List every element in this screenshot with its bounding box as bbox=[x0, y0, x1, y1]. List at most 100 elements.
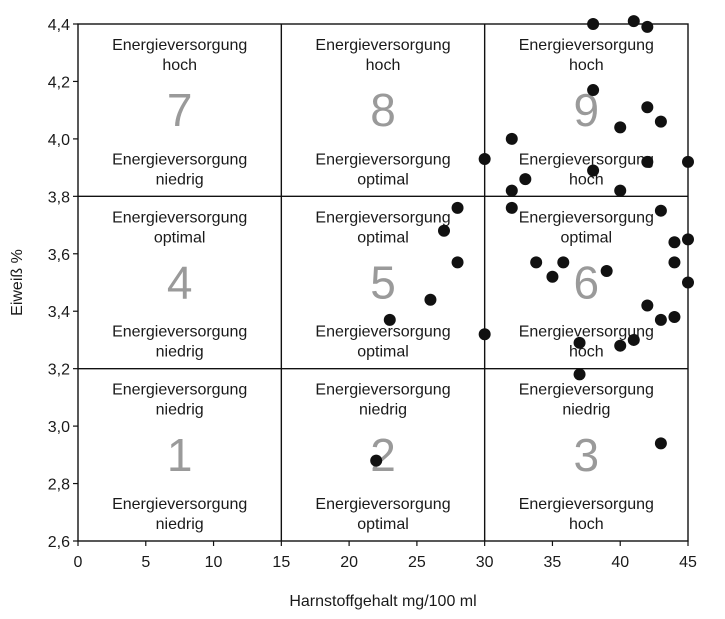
cell-6: Energieversorgung optimal 6 Energieversorgu… bbox=[519, 209, 654, 360]
cell-top-label: Energieversorgung bbox=[112, 37, 247, 54]
cell-top-label: Energieversorgung bbox=[112, 382, 247, 399]
cell-2: Energieversorgung niedrig 2 Energieversorgu… bbox=[315, 382, 450, 533]
data-point bbox=[641, 20, 654, 33]
cell-7: Energieversorgung hoch 7 Energieversorgung n… bbox=[112, 37, 247, 188]
cell-bottom-label: niedrig bbox=[156, 171, 204, 188]
data-point bbox=[641, 299, 654, 312]
data-point bbox=[682, 155, 694, 168]
data-point bbox=[424, 293, 437, 306]
cell-top-label: Energieversorgung bbox=[519, 382, 654, 399]
data-point bbox=[587, 84, 600, 97]
x-tick-label: 15 bbox=[272, 554, 290, 571]
data-point bbox=[370, 454, 383, 467]
data-point bbox=[587, 18, 600, 30]
cell-bottom-label: hoch bbox=[569, 171, 604, 188]
x-tick-label: 20 bbox=[340, 554, 358, 571]
y-tick-label: 3,8 bbox=[48, 189, 70, 206]
cell-8: Energieversorgung hoch 8 Energieversorgung o… bbox=[315, 37, 450, 188]
data-point bbox=[641, 101, 654, 114]
cell-number: 5 bbox=[370, 257, 396, 309]
data-point bbox=[587, 164, 600, 177]
data-point bbox=[600, 265, 613, 278]
cell-9: Energieversorgunghoch9Energieversorgungh… bbox=[519, 37, 654, 188]
cell-number: 6 bbox=[574, 257, 600, 309]
cell-top-label: Energieversorgung bbox=[112, 209, 247, 226]
y-tick-label: 2,6 bbox=[48, 534, 70, 551]
data-point bbox=[682, 233, 694, 246]
data-point bbox=[641, 155, 654, 168]
data-point bbox=[530, 256, 543, 269]
cell-bottom-label: Energieversorgung bbox=[519, 151, 654, 168]
cell-top-label: niedrig bbox=[156, 402, 204, 419]
data-point bbox=[668, 236, 681, 249]
cell-bottom-label: Energieversorgung bbox=[112, 151, 247, 168]
cell-5: Energieversorgung optimal 5 Energieversorgu… bbox=[315, 209, 450, 360]
data-point bbox=[614, 121, 627, 134]
x-tick-label: 40 bbox=[611, 554, 629, 571]
data-point bbox=[573, 368, 586, 381]
x-tick-label: 35 bbox=[544, 554, 562, 571]
data-point bbox=[682, 276, 694, 289]
x-tick-label: 25 bbox=[408, 554, 426, 571]
data-point bbox=[557, 256, 570, 269]
data-point bbox=[627, 15, 640, 28]
cell-top-label: hoch bbox=[569, 57, 604, 74]
cell-bottom-label: niedrig bbox=[156, 344, 204, 361]
quadrant-cells: Energieversorgung niedrig 1 Energieversorgu… bbox=[112, 37, 654, 533]
cell-bottom-label: Energieversorgung bbox=[315, 324, 450, 341]
data-point bbox=[627, 333, 640, 346]
cell-bottom-label: hoch bbox=[569, 344, 604, 361]
y-tick-label: 3,4 bbox=[48, 304, 70, 321]
cell-top-label: niedrig bbox=[359, 402, 407, 419]
data-point bbox=[614, 339, 627, 352]
data-point bbox=[668, 256, 681, 269]
data-point bbox=[573, 336, 586, 349]
cell-number: 3 bbox=[574, 429, 600, 481]
cell-bottom-label: optimal bbox=[357, 516, 409, 533]
x-tick-label: 30 bbox=[476, 554, 494, 571]
x-tick-label: 5 bbox=[141, 554, 150, 571]
data-point bbox=[519, 173, 532, 186]
cell-top-label: Energieversorgung bbox=[315, 37, 450, 54]
cell-bottom-label: Energieversorgung bbox=[315, 496, 450, 513]
cell-number: 8 bbox=[370, 84, 396, 136]
data-point bbox=[451, 201, 464, 214]
cell-bottom-label: optimal bbox=[357, 171, 409, 188]
cell-bottom-label: Energieversorgung bbox=[315, 151, 450, 168]
data-point bbox=[478, 152, 491, 165]
x-tick-label: 10 bbox=[205, 554, 223, 571]
data-point bbox=[505, 184, 518, 197]
y-tick-label: 3,0 bbox=[48, 419, 70, 436]
cell-top-label: niedrig bbox=[562, 402, 610, 419]
cell-bottom-label: Energieversorgung bbox=[112, 496, 247, 513]
cell-number: 4 bbox=[167, 257, 193, 309]
cell-top-label: Energieversorgung bbox=[519, 209, 654, 226]
data-point bbox=[438, 224, 450, 237]
data-points bbox=[370, 15, 694, 467]
data-point bbox=[505, 132, 518, 145]
data-point bbox=[654, 437, 667, 450]
y-tick-label: 4,0 bbox=[48, 132, 70, 149]
y-tick-label: 4,4 bbox=[48, 17, 70, 34]
data-point bbox=[654, 115, 667, 128]
cell-bottom-label: Energieversorgung bbox=[112, 324, 247, 341]
cell-number: 2 bbox=[370, 429, 396, 481]
x-axis-title: Harnstoffgehalt mg/100 ml bbox=[289, 593, 476, 610]
cell-top-label: hoch bbox=[366, 57, 401, 74]
cell-bottom-label: niedrig bbox=[156, 516, 204, 533]
cell-number: 1 bbox=[167, 429, 193, 481]
data-point bbox=[654, 313, 667, 326]
cell-top-label: optimal bbox=[561, 229, 613, 246]
data-point bbox=[614, 184, 627, 197]
cell-3: Energieversorgung niedrig 3 Energieversorgu… bbox=[519, 382, 654, 533]
cell-number: 7 bbox=[167, 84, 193, 136]
data-point bbox=[505, 201, 518, 214]
data-point bbox=[478, 328, 491, 341]
cell-top-label: hoch bbox=[162, 57, 197, 74]
y-tick-label: 3,6 bbox=[48, 247, 70, 264]
cell-bottom-label: Energieversorgung bbox=[519, 496, 654, 513]
axis-ticks: 0 5 10 15 20 25 30 35 40 452,62,83,03,23,43,63,84… bbox=[48, 17, 697, 571]
data-point bbox=[383, 313, 396, 326]
x-tick-label: 45 bbox=[679, 554, 697, 571]
